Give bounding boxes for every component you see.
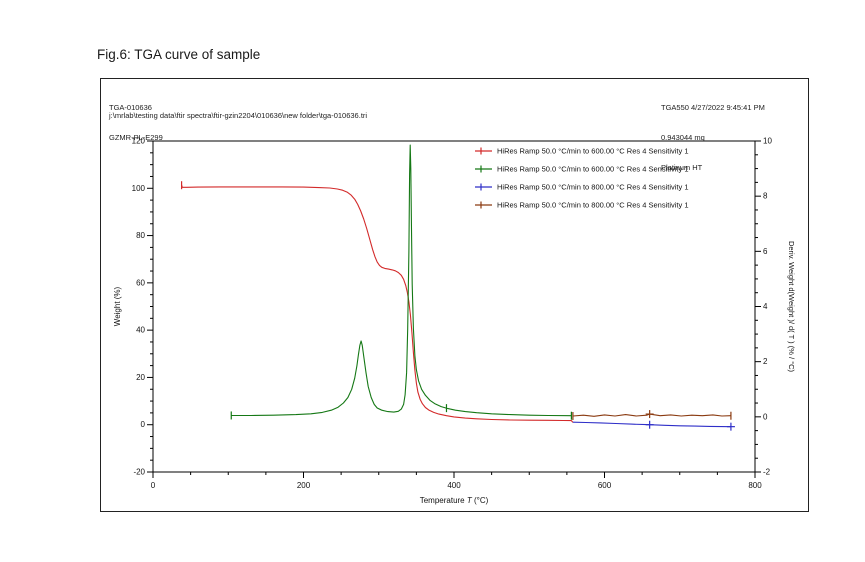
yl-tick-label: 60 (136, 278, 145, 287)
yl-tick-label: 80 (136, 231, 145, 240)
x-tick-label: 200 (297, 481, 311, 490)
sample-header: TGA-010636 GZMR-PL-E299 (109, 83, 163, 163)
sample-name: GZMR-PL-E299 (109, 133, 163, 142)
sample-mass: 0.943044 mg (661, 133, 705, 142)
x-tick-label: 400 (447, 481, 461, 490)
yr-tick-label: 2 (763, 357, 768, 366)
legend (475, 147, 492, 209)
legend-label: HiRes Ramp 50.0 °C/min to 600.00 °C Res … (497, 165, 689, 174)
pan-type: Platinum HT (661, 163, 703, 172)
yr-tick-label: -2 (763, 468, 771, 477)
yl-tick-label: 100 (132, 184, 146, 193)
series-2 (572, 420, 735, 431)
yl-tick-label: 0 (141, 420, 146, 429)
x-tick-label: 600 (598, 481, 612, 490)
legend-label: HiRes Ramp 50.0 °C/min to 800.00 °C Res … (497, 183, 689, 192)
figure-caption: Fig.6: TGA curve of sample (97, 47, 261, 62)
series-3 (572, 410, 732, 421)
data-file-path: j:\mrlab\testing data\ftir spectra\ftir-… (109, 111, 368, 120)
yl-tick-label: 120 (132, 137, 146, 146)
legend-label: HiRes Ramp 50.0 °C/min to 800.00 °C Res … (497, 201, 689, 210)
yr-tick-label: 8 (763, 192, 768, 201)
x-tick-label: 0 (151, 481, 156, 490)
yr-tick-label: 4 (763, 302, 768, 311)
yl-tick-label: -20 (133, 468, 145, 477)
yl-tick-label: 40 (136, 326, 145, 335)
instrument-datetime: TGA550 4/27/2022 9:45:41 PM (661, 103, 765, 112)
legend-label: HiRes Ramp 50.0 °C/min to 600.00 °C Res … (497, 147, 689, 156)
report-frame: TGA-010636 GZMR-PL-E299 TGA550 4/27/2022… (100, 78, 809, 512)
x-axis-title: Temperature T (°C) (420, 496, 489, 505)
yl-tick-label: 20 (136, 373, 145, 382)
run-header: TGA550 4/27/2022 9:45:41 PM 0.943044 mg … (661, 83, 765, 193)
series-0 (180, 181, 574, 423)
yr-tick-label: 6 (763, 247, 768, 256)
y-axis-title-right: Deriv. Weight d(Weight )/ d( T ) (% / °C… (787, 241, 796, 373)
yr-tick-label: 0 (763, 412, 768, 421)
y-axis-title-left: Weight (%) (113, 286, 122, 326)
yr-tick-label: 10 (763, 137, 772, 146)
sample-id: TGA-010636 (109, 103, 152, 112)
tga-chart: 0 200 400 600 800-20020406080100120-20246810… (113, 137, 796, 506)
x-tick-label: 800 (748, 481, 762, 490)
series-1 (230, 144, 572, 420)
